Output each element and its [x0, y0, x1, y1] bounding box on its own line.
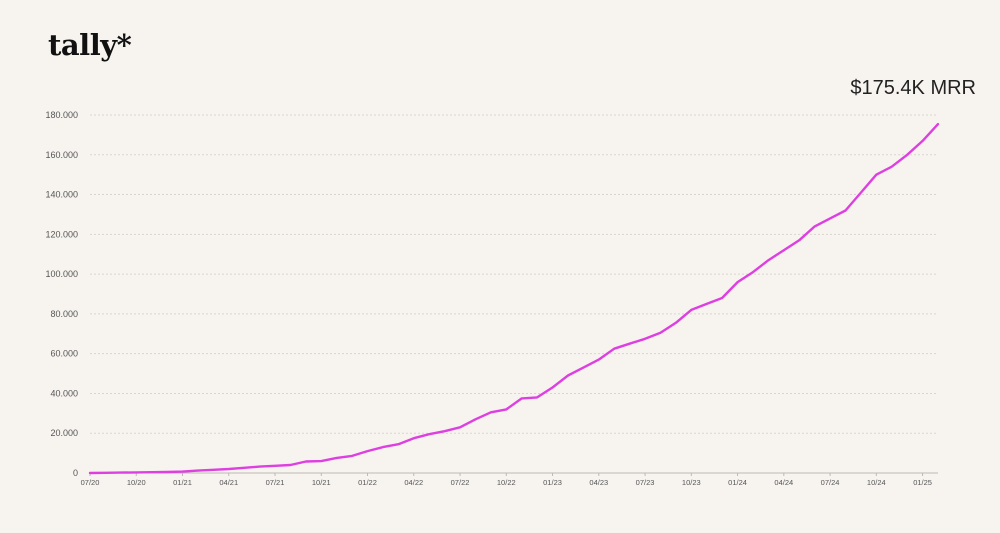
x-tick-label: 07/22	[451, 478, 470, 487]
x-tick-label: 01/24	[728, 478, 747, 487]
x-tick-label: 10/23	[682, 478, 701, 487]
x-tick-label: 04/24	[774, 478, 793, 487]
x-tick-label: 10/21	[312, 478, 331, 487]
x-tick-label: 07/24	[821, 478, 840, 487]
x-tick-label: 10/24	[867, 478, 886, 487]
y-tick-label: 40.000	[50, 388, 78, 398]
x-tick-label: 07/21	[266, 478, 285, 487]
x-tick-label: 10/20	[127, 478, 146, 487]
y-tick-label: 100.000	[45, 269, 78, 279]
x-tick-label: 01/23	[543, 478, 562, 487]
y-tick-label: 0	[73, 468, 78, 478]
y-tick-label: 160.000	[45, 150, 78, 160]
x-tick-label: 07/20	[81, 478, 100, 487]
y-tick-label: 140.000	[45, 190, 78, 200]
x-tick-label: 04/22	[404, 478, 423, 487]
x-tick-label: 01/25	[913, 478, 932, 487]
mrr-total-label: $175.4K MRR	[850, 77, 976, 99]
y-tick-label: 60.000	[50, 349, 78, 359]
x-tick-label: 01/22	[358, 478, 377, 487]
mrr-series-line	[88, 122, 940, 475]
x-tick-label: 07/23	[636, 478, 655, 487]
y-tick-label: 80.000	[50, 309, 78, 319]
x-tick-label: 10/22	[497, 478, 516, 487]
x-tick-label: 01/21	[173, 478, 192, 487]
y-tick-label: 180.000	[45, 110, 78, 120]
y-tick-label: 20.000	[50, 428, 78, 438]
x-tick-label: 04/23	[589, 478, 608, 487]
x-tick-label: 04/21	[219, 478, 238, 487]
tally-logo: tally*	[48, 28, 132, 62]
y-tick-label: 120.000	[45, 229, 78, 239]
